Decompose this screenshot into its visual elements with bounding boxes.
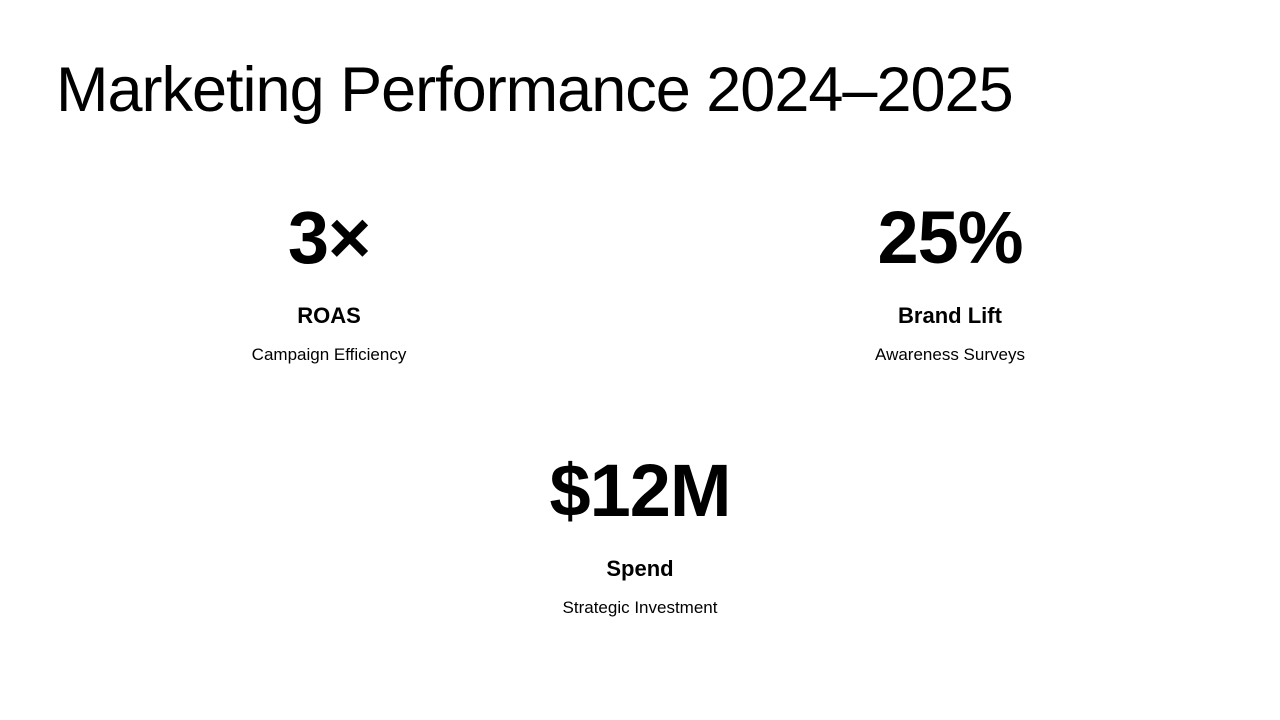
stat-spend: $12M Spend Strategic Investment xyxy=(440,451,840,619)
stat-value: 3× xyxy=(287,196,371,279)
stat-value: $12M xyxy=(549,449,731,532)
stat-label: Brand Lift xyxy=(898,303,1002,328)
stat-label: Spend xyxy=(606,556,674,581)
stat-description: Campaign Efficiency xyxy=(251,345,407,364)
stat-value: 25% xyxy=(877,196,1023,279)
stat-description: Awareness Surveys xyxy=(875,345,1025,364)
stat-brand-lift: 25% Brand Lift Awareness Surveys xyxy=(750,198,1150,366)
stat-label: ROAS xyxy=(297,303,361,328)
stat-description: Strategic Investment xyxy=(562,598,718,617)
stat-roas: 3× ROAS Campaign Efficiency xyxy=(129,198,529,366)
slide-title: Marketing Performance 2024–2025 xyxy=(56,55,1014,125)
